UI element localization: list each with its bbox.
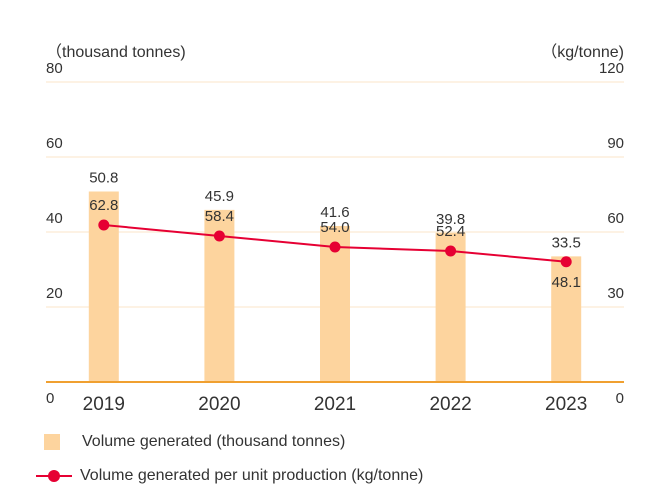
bar-value-label: 45.9 [205,188,234,205]
legend-item-bars: Volume generated (thousand tonnes) [36,429,636,455]
legend-bar-swatch [44,434,60,450]
left-axis-unit: （thousand tonnes) [46,43,186,61]
bar-value-label: 39.8 [436,211,465,228]
category-label: 2020 [198,394,240,415]
left-tick-label: 40 [46,210,63,227]
line-point [445,245,457,257]
bar-value-label: 33.5 [552,234,581,251]
right-axis-unit: （kg/tonne) [541,43,624,61]
legend-bar-label: Volume generated (thousand tonnes) [82,433,346,450]
line-value-label: 52.4 [436,223,465,240]
legend-line-swatch [36,470,72,482]
line-point [329,241,341,253]
left-tick-label: 60 [46,135,63,152]
right-tick-label: 0 [616,390,624,407]
line-point [98,219,110,231]
line-point [213,230,225,242]
legend-item-line: Volume generated per unit production (kg… [36,463,636,489]
bar [551,256,582,382]
line-value-label: 58.4 [205,208,234,225]
right-tick-label: 30 [607,285,624,302]
category-label: 2022 [429,394,471,415]
line-value-label: 54.0 [320,219,349,236]
bar [435,232,466,382]
left-tick-label: 20 [46,285,63,302]
bar-value-label: 50.8 [89,170,118,187]
right-tick-label: 120 [599,60,624,77]
line-value-label: 62.8 [89,197,118,214]
left-tick-label: 0 [46,390,54,407]
category-label: 2021 [314,394,356,415]
right-tick-label: 90 [607,135,624,152]
line-point [560,256,572,268]
chart-plot: （thousand tonnes) （kg/tonne) 50.8 45.9 41.… [46,43,624,415]
bar-value-label: 41.6 [320,204,349,221]
left-tick-label: 80 [46,60,63,77]
right-tick-label: 60 [607,210,624,227]
category-label: 2019 [83,394,125,415]
legend-line-label: Volume generated per unit production (kg… [80,467,424,484]
line-value-label: 48.1 [552,274,581,291]
category-label: 2023 [545,394,587,415]
